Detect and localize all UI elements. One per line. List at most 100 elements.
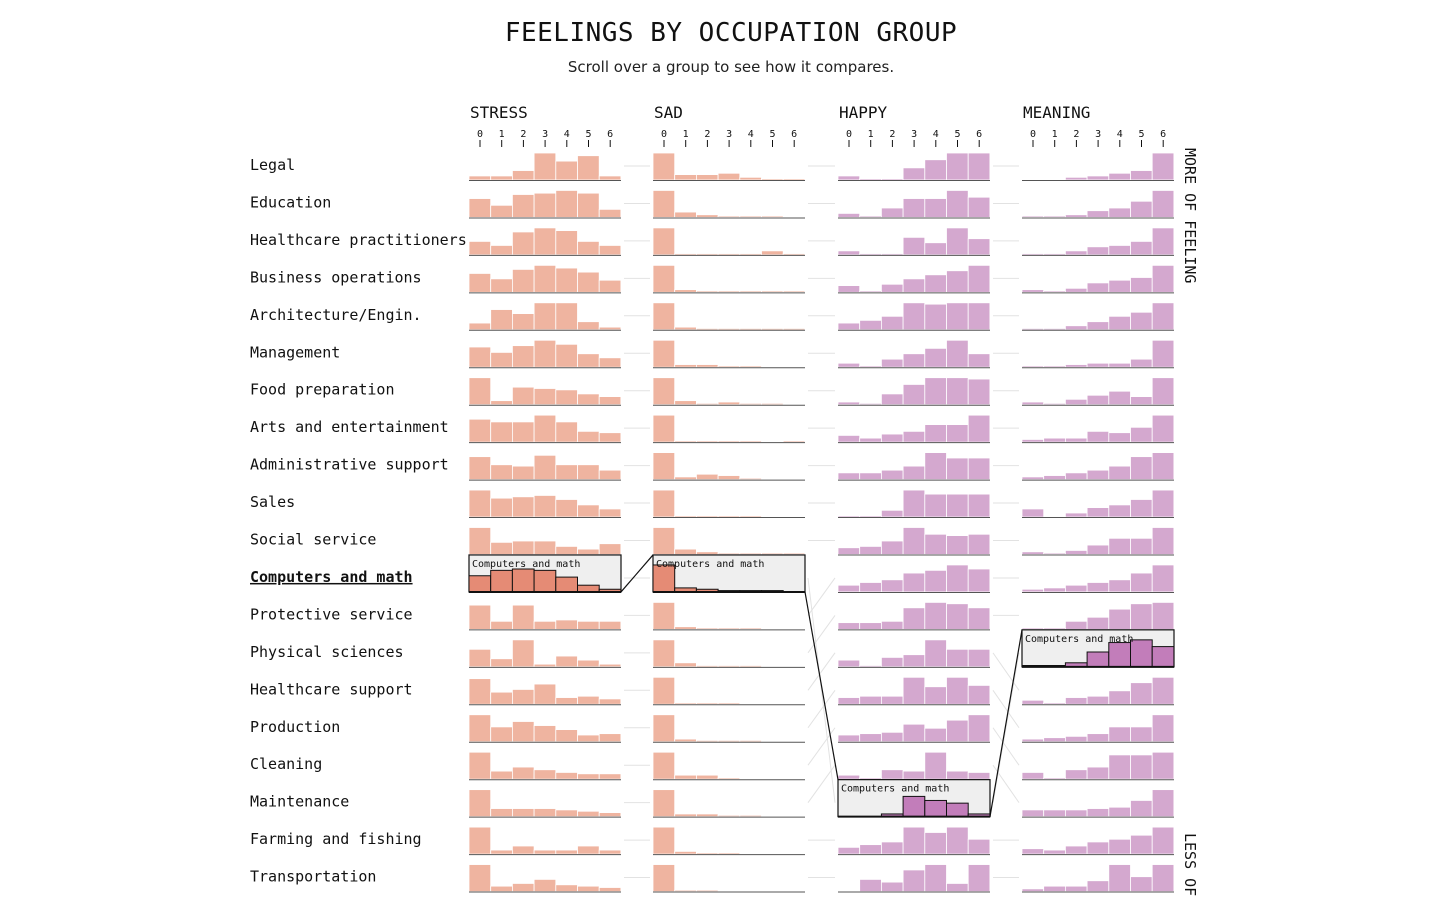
mini-histogram-meaning-farming-and-fishing[interactable] — [1021, 826, 1175, 856]
mini-histogram-stress-cleaning[interactable] — [468, 751, 622, 781]
mini-histogram-stress-management[interactable] — [468, 339, 622, 369]
occupation-label-social-service[interactable]: Social service — [250, 531, 376, 549]
mini-histogram-happy-healthcare-support[interactable] — [837, 639, 991, 668]
mini-histogram-stress-administrative-support[interactable] — [468, 454, 622, 481]
occupation-label-computers-and-math[interactable]: Computers and math — [250, 568, 413, 586]
mini-histogram-happy-cleaning[interactable] — [837, 714, 991, 743]
mini-histogram-sad-architecture-engin[interactable] — [652, 302, 806, 331]
occupation-label-management[interactable]: Management — [250, 343, 340, 361]
highlight-panel-sad[interactable]: Computers and math — [652, 554, 806, 593]
highlight-panel-meaning[interactable]: Computers and math — [1021, 629, 1175, 668]
occupation-label-healthcare-support[interactable]: Healthcare support — [250, 680, 413, 698]
mini-histogram-sad-healthcare-support[interactable] — [652, 676, 805, 706]
mini-histogram-stress-social-service[interactable] — [468, 527, 622, 556]
mini-histogram-meaning-legal[interactable] — [1022, 152, 1175, 181]
occupation-label-administrative-support[interactable]: Administrative support — [250, 456, 449, 474]
mini-histogram-sad-arts-and-entertainment[interactable] — [652, 414, 806, 444]
mini-histogram-stress-sales[interactable] — [468, 489, 622, 519]
mini-histogram-sad-administrative-support[interactable] — [652, 452, 805, 481]
mini-histogram-sad-production[interactable] — [652, 714, 805, 743]
mini-histogram-happy-education[interactable] — [837, 190, 991, 219]
occupation-label-maintenance[interactable]: Maintenance — [250, 793, 349, 811]
mini-histogram-meaning-education[interactable] — [1021, 190, 1175, 219]
mini-histogram-stress-arts-and-entertainment[interactable] — [468, 414, 622, 444]
mini-histogram-happy-healthcare-practitioners[interactable] — [837, 227, 991, 256]
mini-histogram-meaning-physical-sciences[interactable] — [1021, 602, 1175, 631]
occupation-label-physical-sciences[interactable]: Physical sciences — [250, 643, 404, 661]
mini-histogram-stress-food-preparation[interactable] — [468, 377, 622, 406]
occupation-label-protective-service[interactable]: Protective service — [250, 605, 413, 623]
mini-histogram-happy-legal[interactable] — [837, 152, 991, 181]
mini-histogram-sad-physical-sciences[interactable] — [652, 639, 805, 668]
mini-histogram-sad-management[interactable] — [652, 339, 805, 369]
mini-histogram-stress-protective-service[interactable] — [468, 604, 622, 631]
mini-histogram-stress-farming-and-fishing[interactable] — [468, 826, 622, 856]
mini-histogram-sad-sales[interactable] — [652, 489, 805, 519]
mini-histogram-sad-protective-service[interactable] — [652, 602, 805, 631]
mini-histogram-meaning-protective-service[interactable] — [1021, 564, 1175, 593]
mini-histogram-happy-maintenance[interactable] — [837, 751, 991, 781]
mini-histogram-sad-education[interactable] — [652, 190, 805, 219]
mini-histogram-stress-architecture-engin[interactable] — [468, 302, 622, 331]
occupation-label-architecture-engin[interactable]: Architecture/Engin. — [250, 306, 422, 324]
mini-histogram-meaning-architecture-engin[interactable] — [1021, 302, 1175, 331]
mini-histogram-happy-food-preparation[interactable] — [837, 377, 991, 406]
mini-histogram-happy-sales[interactable] — [837, 489, 991, 519]
mini-histogram-sad-healthcare-practitioners[interactable] — [652, 227, 806, 256]
mini-histogram-happy-architecture-engin[interactable] — [837, 302, 991, 331]
mini-histogram-sad-farming-and-fishing[interactable] — [652, 826, 805, 856]
mini-histogram-happy-protective-service[interactable] — [837, 564, 991, 593]
mini-histogram-stress-healthcare-practitioners[interactable] — [468, 227, 622, 256]
mini-histogram-happy-physical-sciences[interactable] — [837, 602, 991, 631]
occupation-label-food-preparation[interactable]: Food preparation — [250, 381, 395, 399]
mini-histogram-meaning-management[interactable] — [1021, 339, 1175, 369]
mini-histogram-happy-business-operations[interactable] — [837, 264, 991, 294]
mini-histogram-happy-management[interactable] — [837, 339, 991, 369]
occupation-label-education[interactable]: Education — [250, 193, 331, 211]
occupation-label-production[interactable]: Production — [250, 718, 340, 736]
mini-histogram-happy-production[interactable] — [837, 676, 991, 706]
occupation-label-arts-and-entertainment[interactable]: Arts and entertainment — [250, 418, 449, 436]
occupation-label-transportation[interactable]: Transportation — [250, 868, 376, 886]
mini-histogram-sad-transportation[interactable] — [652, 864, 805, 893]
mini-histogram-meaning-cleaning[interactable] — [1021, 751, 1175, 781]
mini-histogram-meaning-transportation[interactable] — [1021, 864, 1175, 893]
mini-histogram-sad-cleaning[interactable] — [652, 751, 805, 781]
mini-histogram-happy-transportation[interactable] — [838, 864, 991, 893]
mini-histogram-sad-business-operations[interactable] — [652, 264, 806, 294]
occupation-label-healthcare-practitioners[interactable]: Healthcare practitioners — [250, 231, 467, 249]
mini-histogram-meaning-arts-and-entertainment[interactable] — [1021, 414, 1175, 444]
mini-histogram-meaning-business-operations[interactable] — [1021, 264, 1175, 294]
mini-histogram-happy-administrative-support[interactable] — [837, 452, 991, 481]
highlight-panel-stress[interactable]: Computers and math — [468, 554, 622, 593]
mini-histogram-meaning-administrative-support[interactable] — [1021, 452, 1175, 481]
mini-histogram-meaning-social-service[interactable] — [1021, 527, 1175, 556]
mini-histogram-stress-production[interactable] — [468, 714, 622, 743]
mini-histogram-meaning-healthcare-practitioners[interactable] — [1021, 227, 1175, 256]
mini-histogram-stress-physical-sciences[interactable] — [468, 639, 622, 668]
mini-histogram-stress-healthcare-support[interactable] — [468, 678, 622, 706]
mini-histogram-sad-maintenance[interactable] — [652, 789, 805, 818]
occupation-label-cleaning[interactable]: Cleaning — [250, 755, 322, 773]
mini-histogram-meaning-food-preparation[interactable] — [1021, 377, 1175, 406]
mini-histogram-stress-business-operations[interactable] — [468, 264, 622, 294]
mini-histogram-happy-social-service[interactable] — [837, 527, 991, 556]
mini-histogram-stress-transportation[interactable] — [468, 864, 622, 893]
occupation-label-sales[interactable]: Sales — [250, 493, 295, 511]
mini-histogram-sad-legal[interactable] — [652, 152, 806, 181]
occupation-label-farming-and-fishing[interactable]: Farming and fishing — [250, 830, 422, 848]
mini-histogram-sad-food-preparation[interactable] — [652, 377, 805, 406]
mini-histogram-stress-maintenance[interactable] — [468, 789, 622, 818]
mini-histogram-meaning-maintenance[interactable] — [1021, 789, 1175, 818]
mini-histogram-sad-social-service[interactable] — [652, 527, 806, 556]
mini-histogram-meaning-sales[interactable] — [1021, 489, 1175, 519]
mini-histogram-stress-legal[interactable] — [468, 152, 622, 181]
occupation-label-legal[interactable]: Legal — [250, 156, 295, 174]
mini-histogram-meaning-healthcare-support[interactable] — [1021, 676, 1175, 706]
highlight-panel-happy[interactable]: Computers and math — [837, 779, 991, 818]
occupation-label-business-operations[interactable]: Business operations — [250, 268, 422, 286]
mini-histogram-meaning-production[interactable] — [1021, 714, 1175, 743]
mini-histogram-happy-farming-and-fishing[interactable] — [837, 826, 991, 856]
mini-histogram-stress-education[interactable] — [468, 190, 622, 219]
